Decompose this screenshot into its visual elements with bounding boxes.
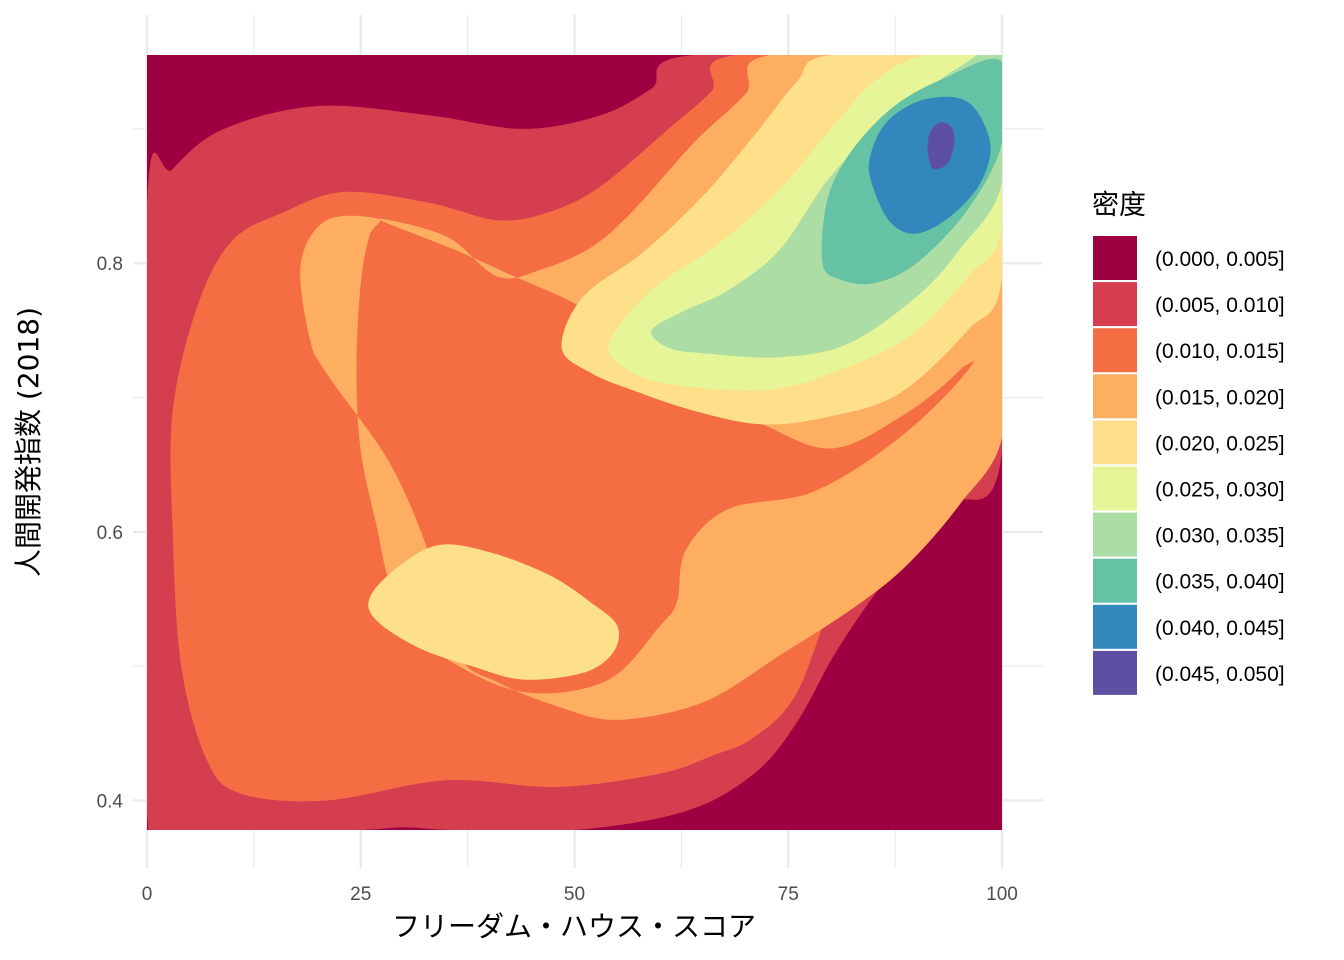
y-tick-label: 0.4 xyxy=(97,791,124,812)
legend-swatch xyxy=(1093,650,1137,695)
legend-label: (0.000, 0.005] xyxy=(1155,248,1285,271)
legend-title: 密度 xyxy=(1092,190,1146,221)
legend-label: (0.015, 0.020] xyxy=(1155,386,1285,409)
density-regions xyxy=(147,55,1002,830)
legend-swatch xyxy=(1093,328,1137,373)
axis-ticks: 0 25 50 75 100 0.4 0.6 0.8 xyxy=(97,254,1018,905)
legend-label: (0.025, 0.030] xyxy=(1155,479,1285,502)
legend-label: (0.030, 0.035] xyxy=(1155,525,1285,548)
legend-label: (0.005, 0.010] xyxy=(1155,294,1285,317)
density-region-level-4 xyxy=(368,544,620,680)
legend-label: (0.020, 0.025] xyxy=(1155,432,1285,455)
legend-label: (0.010, 0.015] xyxy=(1155,340,1285,363)
legend: 密度 (0.000, 0.005] (0.005, 0.010] (0.010, 0… xyxy=(1092,190,1285,695)
density-region-level-8 xyxy=(868,96,991,234)
x-axis-title: フリーダム・ハウス・スコア xyxy=(392,910,756,943)
legend-label: (0.045, 0.050] xyxy=(1155,663,1285,686)
x-tick-label: 0 xyxy=(142,884,153,905)
x-tick-label: 100 xyxy=(986,884,1018,905)
y-tick-label: 0.8 xyxy=(97,254,123,275)
legend-swatch xyxy=(1093,282,1137,327)
x-tick-label: 25 xyxy=(350,884,371,905)
density-region-level-9 xyxy=(927,122,955,170)
legend-swatch xyxy=(1093,466,1137,511)
legend-swatch xyxy=(1093,512,1137,557)
legend-swatch xyxy=(1093,420,1137,465)
legend-swatch xyxy=(1093,558,1137,603)
legend-swatch xyxy=(1093,374,1137,419)
y-axis-title: 人間開発指数 (2018) xyxy=(12,307,45,577)
legend-swatch xyxy=(1093,236,1137,280)
legend-label: (0.035, 0.040] xyxy=(1155,571,1285,594)
x-tick-label: 50 xyxy=(564,884,585,905)
y-tick-label: 0.6 xyxy=(97,523,123,544)
x-tick-label: 75 xyxy=(778,884,799,905)
legend-swatch xyxy=(1093,604,1137,649)
density-region-level-3 xyxy=(300,215,1002,720)
legend-label: (0.040, 0.045] xyxy=(1155,617,1285,640)
